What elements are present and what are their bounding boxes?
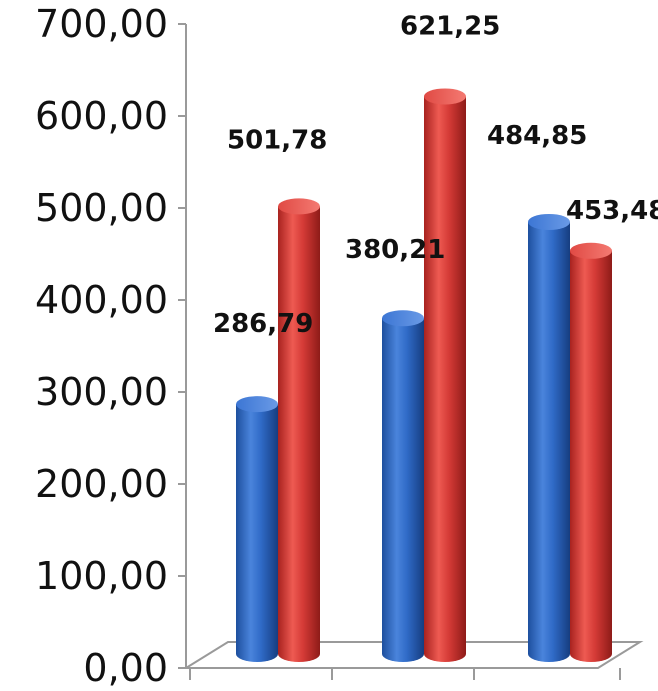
- data-label: 453,48: [566, 196, 658, 226]
- y-tick-label: 300,00: [35, 370, 168, 414]
- bar-cap: [236, 396, 278, 413]
- bar: [278, 198, 320, 662]
- data-labels: 286,79 380,21 484,85 501,78 621,25 453,48: [213, 11, 658, 339]
- bar-cap: [278, 198, 320, 215]
- bar: [382, 310, 424, 662]
- data-label: 501,78: [227, 125, 327, 155]
- bars: [236, 88, 612, 663]
- data-label: 621,25: [400, 11, 500, 41]
- y-axis: 0,00 100,00 200,00 300,00 400,00 500,00 600,00…: [35, 2, 187, 690]
- y-tick-label: 200,00: [35, 462, 168, 506]
- bar-body: [382, 318, 424, 662]
- bar-cap: [382, 310, 424, 327]
- data-label: 380,21: [345, 235, 445, 265]
- bar-cap: [528, 213, 570, 230]
- y-tick-label: 700,00: [35, 2, 168, 46]
- bar-cap: [570, 242, 612, 259]
- floor-plane: [182, 641, 644, 669]
- bar-cap: [424, 88, 466, 105]
- bar-body: [424, 96, 466, 662]
- y-tick-label: 400,00: [35, 278, 168, 322]
- bar-body: [528, 221, 570, 663]
- bar: [570, 242, 612, 662]
- data-label: 286,79: [213, 309, 313, 339]
- bar: [424, 88, 466, 662]
- y-tick-label: 600,00: [35, 94, 168, 138]
- bar-body: [278, 206, 320, 662]
- data-label: 484,85: [487, 121, 587, 151]
- bar-body: [570, 250, 612, 662]
- bar: [528, 213, 570, 663]
- x-axis-floor: [182, 641, 644, 680]
- y-tick-label: 100,00: [35, 554, 168, 598]
- bar-body: [236, 404, 278, 662]
- y-tick-label: 500,00: [35, 186, 168, 230]
- y-tick-label: 0,00: [83, 646, 168, 690]
- bar: [236, 396, 278, 662]
